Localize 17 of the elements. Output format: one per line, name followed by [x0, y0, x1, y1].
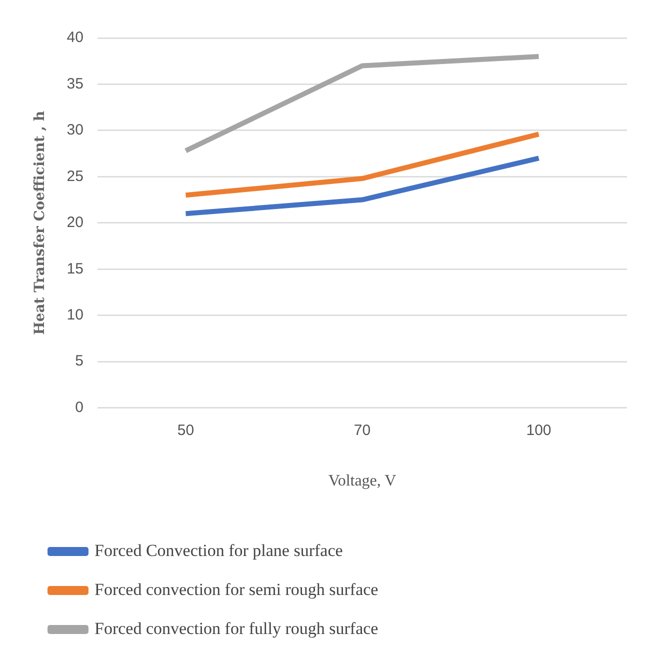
- y-tick-label: 20: [66, 214, 84, 232]
- legend-label: Forced convection for fully rough surface: [94, 618, 378, 638]
- legend-label: Forced Convection for plane surface: [94, 540, 343, 560]
- y-tick-label: 30: [66, 122, 84, 139]
- legend-label: Forced convection for semi rough surface: [94, 580, 378, 599]
- y-tick-label: 35: [66, 75, 84, 92]
- y-tick-label: 15: [66, 260, 84, 278]
- x-tick-label: 70: [354, 422, 371, 439]
- y-tick-label: 0: [75, 398, 84, 416]
- x-tick-label: 100: [526, 422, 552, 439]
- y-tick-label: 40: [66, 29, 84, 46]
- x-tick-label: 50: [177, 422, 194, 439]
- y-tick-label: 5: [75, 352, 84, 370]
- y-tick-label: 25: [66, 168, 84, 185]
- y-axis-title: Heat Transfer Coefficient , h: [32, 110, 48, 335]
- y-tick-label: 10: [66, 306, 84, 324]
- x-axis-title: Voltage, V: [328, 472, 397, 490]
